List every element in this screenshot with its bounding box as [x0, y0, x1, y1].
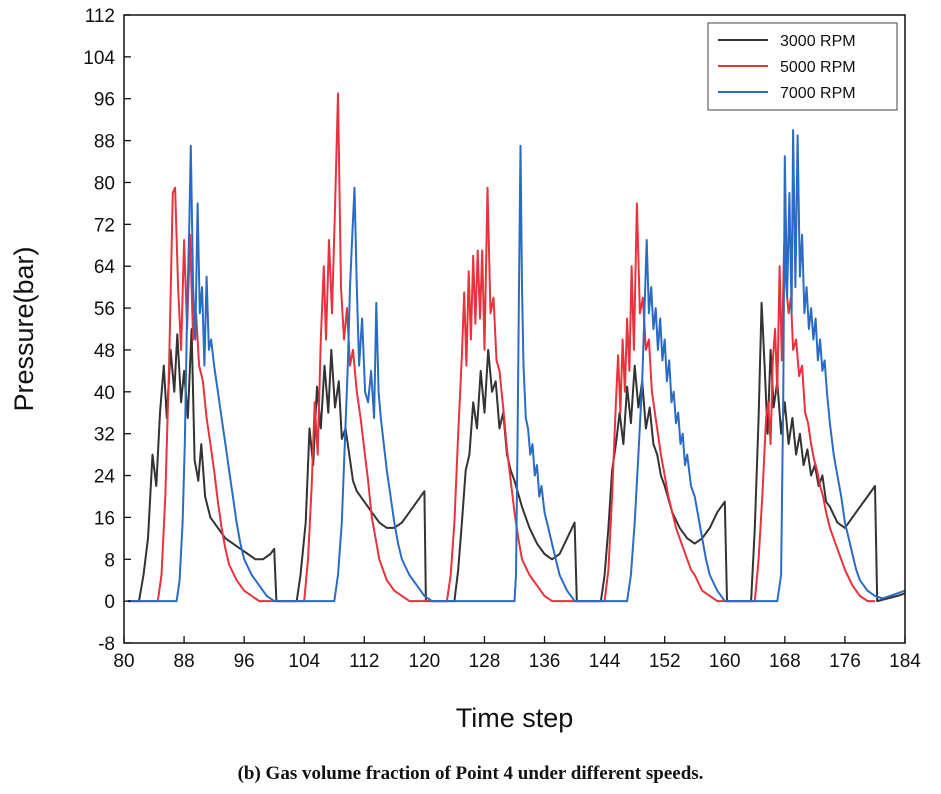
- x-tick-label: 176: [829, 651, 861, 672]
- legend-label: 7000 RPM: [780, 85, 856, 102]
- series-layer: [127, 92, 906, 603]
- x-tick-label: 80: [113, 651, 134, 672]
- figure-caption: (b) Gas volume fraction of Point 4 under…: [238, 763, 704, 784]
- x-tick-label: 160: [709, 651, 741, 672]
- x-tick-label: 136: [529, 651, 561, 672]
- tick-layer: 80 88 96 104 112 120 128 136 144 152 160 168 176 184-…: [83, 6, 921, 672]
- x-tick-label: 168: [769, 651, 801, 672]
- y-tick-label: 104: [83, 48, 115, 69]
- x-tick-label: 120: [409, 651, 441, 672]
- y-tick-label: 80: [94, 173, 115, 194]
- series-line-7000-rpm: [127, 129, 906, 603]
- y-tick-label: 8: [104, 550, 115, 571]
- plot-frame: [123, 14, 906, 644]
- y-tick-label: 64: [94, 257, 116, 278]
- y-tick-label: 32: [94, 425, 115, 446]
- legend-label: 3000 RPM: [780, 33, 856, 50]
- x-axis-title: Time step: [456, 703, 574, 733]
- y-tick-label: 72: [94, 215, 115, 236]
- legend-label: 5000 RPM: [780, 59, 856, 76]
- x-tick-label: 152: [649, 651, 681, 672]
- y-tick-label: 16: [94, 508, 115, 529]
- x-tick-label: 112: [349, 651, 379, 672]
- y-axis-title: Pressure(bar): [9, 246, 39, 411]
- y-tick-label: 0: [104, 592, 115, 613]
- x-tick-label: 96: [234, 651, 255, 672]
- y-tick-label: 112: [85, 6, 115, 27]
- y-tick-label: 96: [94, 90, 115, 111]
- x-tick-label: 144: [589, 651, 621, 672]
- y-tick-label: 24: [94, 467, 116, 488]
- x-tick-label: 184: [889, 651, 921, 672]
- y-tick-label: 48: [94, 341, 115, 362]
- x-tick-label: 88: [174, 651, 195, 672]
- legend: 3000 RPM 5000 RPM 7000 RPM: [707, 22, 898, 111]
- y-tick-label: -8: [98, 634, 115, 655]
- y-tick-label: 88: [94, 132, 115, 153]
- y-tick-label: 56: [94, 299, 115, 320]
- y-tick-label: 40: [94, 383, 115, 404]
- series-line-5000-rpm: [127, 92, 875, 603]
- x-tick-label: 128: [469, 651, 501, 672]
- x-tick-label: 104: [288, 651, 320, 672]
